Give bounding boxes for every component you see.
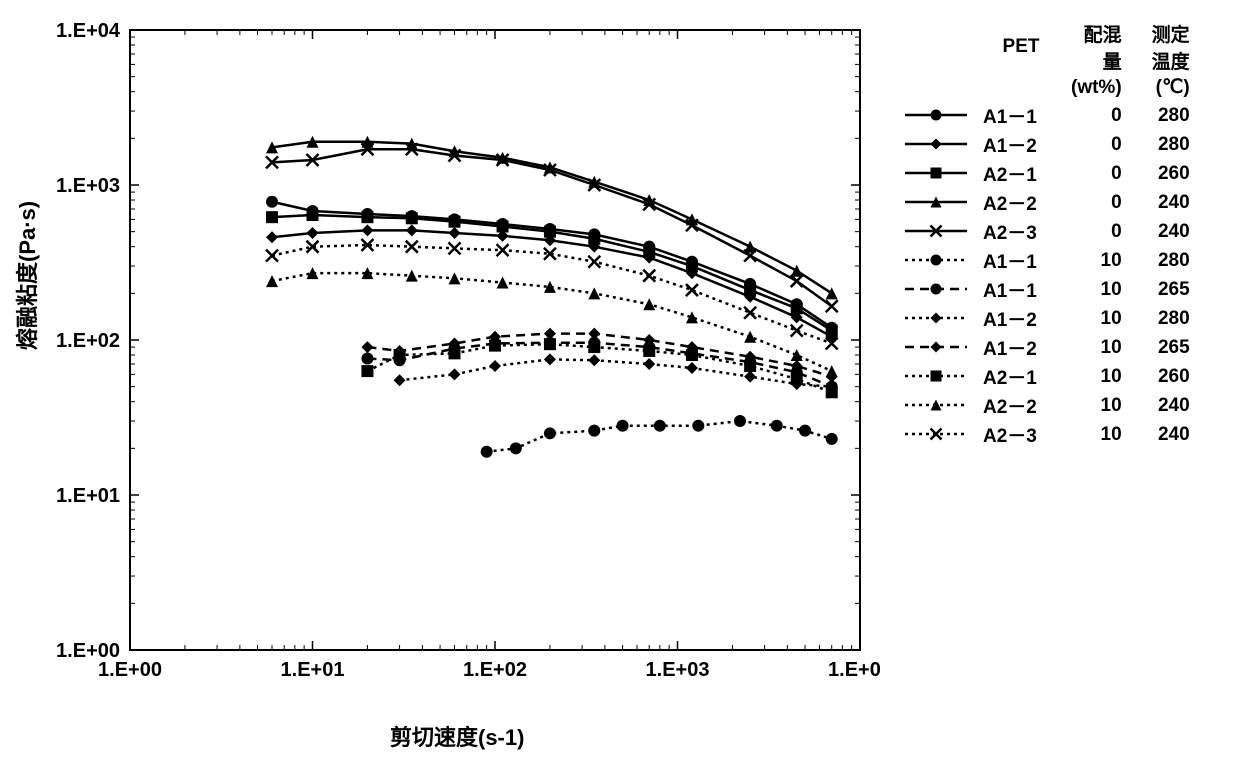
legend-row: A1－20280 <box>895 130 1202 159</box>
svg-text:1.E+01: 1.E+01 <box>56 485 120 507</box>
svg-text:1.E+00: 1.E+00 <box>98 659 162 680</box>
legend-temp-value: 240 <box>1128 188 1202 217</box>
chart-legend: PET 配混量 测定温度 (wt%) (℃) A1－10280A1－20280A… <box>895 20 1202 449</box>
legend-symbol <box>895 246 977 275</box>
legend-row: A1－110265 <box>895 275 1202 304</box>
legend-temp-value: 280 <box>1128 304 1202 333</box>
legend-series-name: A1－1 <box>977 246 1065 275</box>
legend-row: A1－110280 <box>895 246 1202 275</box>
legend-temp-value: 280 <box>1128 130 1202 159</box>
legend-symbol <box>895 159 977 188</box>
legend-temp-value: 260 <box>1128 362 1202 391</box>
legend-row: A2－110260 <box>895 362 1202 391</box>
legend-mix-value: 0 <box>1065 130 1128 159</box>
legend-symbol <box>895 275 977 304</box>
legend-mix-value: 10 <box>1065 246 1128 275</box>
legend-header-mix: 配混量 <box>1065 20 1128 76</box>
legend-mix-value: 10 <box>1065 420 1128 449</box>
legend-series-name: A2－1 <box>977 362 1065 391</box>
chart-container: 1.E+001.E+00 1.E+01 1.E+01 1.E+02 1.E+02 1.E+… <box>0 20 880 685</box>
svg-text:1.E+03: 1.E+03 <box>56 175 120 197</box>
legend-row: A1－210265 <box>895 333 1202 362</box>
legend-row: A1－10280 <box>895 101 1202 130</box>
svg-text:1.E+04: 1.E+04 <box>56 20 121 42</box>
legend-mix-value: 0 <box>1065 159 1128 188</box>
legend-temp-value: 240 <box>1128 217 1202 246</box>
legend-temp-value: 260 <box>1128 159 1202 188</box>
legend-row: A2－10260 <box>895 159 1202 188</box>
legend-symbol <box>895 101 977 130</box>
legend-symbol <box>895 391 977 420</box>
legend-series-name: A1－2 <box>977 130 1065 159</box>
legend-subheader-temp: (℃) <box>1128 76 1202 101</box>
legend-series-name: A2－1 <box>977 159 1065 188</box>
legend-mix-value: 0 <box>1065 217 1128 246</box>
legend-symbol <box>895 217 977 246</box>
legend-symbol <box>895 333 977 362</box>
legend-row: A2－20240 <box>895 188 1202 217</box>
legend-subheader-mix: (wt%) <box>1065 76 1128 101</box>
legend-temp-value: 240 <box>1128 420 1202 449</box>
legend-mix-value: 0 <box>1065 188 1128 217</box>
legend-row: A1－210280 <box>895 304 1202 333</box>
legend-symbol <box>895 130 977 159</box>
legend-mix-value: 10 <box>1065 304 1128 333</box>
legend-header-temp: 测定温度 <box>1128 20 1202 76</box>
legend-series-name: A1－2 <box>977 333 1065 362</box>
svg-text:1.E+02: 1.E+02 <box>463 659 527 680</box>
svg-text:1.E+03: 1.E+03 <box>646 659 710 680</box>
x-axis-label: 剪切速度(s-1) <box>390 720 524 752</box>
svg-text:1.E+01: 1.E+01 <box>281 659 345 680</box>
legend-mix-value: 10 <box>1065 391 1128 420</box>
legend-series-name: A1－1 <box>977 101 1065 130</box>
legend-temp-value: 265 <box>1128 275 1202 304</box>
legend-mix-value: 10 <box>1065 333 1128 362</box>
legend-header-pet: PET <box>977 20 1065 76</box>
legend-row: A2－30240 <box>895 217 1202 246</box>
legend-mix-value: 10 <box>1065 362 1128 391</box>
legend-series-name: A2－3 <box>977 420 1065 449</box>
svg-text:1.E+02: 1.E+02 <box>56 330 120 352</box>
legend-symbol <box>895 304 977 333</box>
y-axis-label: 熔融粘度(Pa·s) <box>10 201 42 350</box>
legend-series-name: A2－2 <box>977 391 1065 420</box>
legend-temp-value: 240 <box>1128 391 1202 420</box>
legend-series-name: A1－1 <box>977 275 1065 304</box>
legend-series-name: A1－2 <box>977 304 1065 333</box>
legend-symbol <box>895 362 977 391</box>
legend-temp-value: 280 <box>1128 101 1202 130</box>
svg-text:1.E+04: 1.E+04 <box>828 659 880 680</box>
legend-symbol <box>895 188 977 217</box>
legend-row: A2－310240 <box>895 420 1202 449</box>
legend-series-name: A2－2 <box>977 188 1065 217</box>
legend-mix-value: 0 <box>1065 101 1128 130</box>
chart-plot: 1.E+001.E+00 1.E+01 1.E+01 1.E+02 1.E+02 1.E+… <box>0 20 880 680</box>
legend-mix-value: 10 <box>1065 275 1128 304</box>
svg-text:1.E+00: 1.E+00 <box>56 640 120 662</box>
legend-symbol <box>895 420 977 449</box>
legend-temp-value: 265 <box>1128 333 1202 362</box>
legend-temp-value: 280 <box>1128 246 1202 275</box>
legend-row: A2－210240 <box>895 391 1202 420</box>
legend-series-name: A2－3 <box>977 217 1065 246</box>
